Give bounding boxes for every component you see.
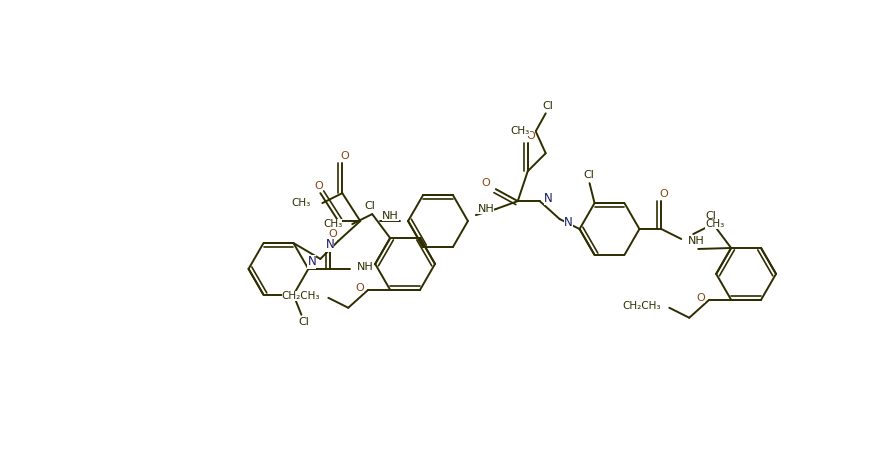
Text: O: O xyxy=(328,229,337,239)
Text: NH: NH xyxy=(688,236,705,246)
Text: CH₃: CH₃ xyxy=(291,198,310,208)
Text: O: O xyxy=(314,181,323,191)
Text: CH₂CH₃: CH₂CH₃ xyxy=(282,291,320,301)
Text: CH₃: CH₃ xyxy=(705,219,724,229)
Text: O: O xyxy=(355,283,364,293)
Text: N: N xyxy=(325,238,334,251)
Text: O: O xyxy=(340,151,349,161)
Text: O: O xyxy=(481,178,490,188)
Text: NH: NH xyxy=(477,204,495,214)
Text: N: N xyxy=(564,216,573,228)
Text: Cl: Cl xyxy=(542,101,553,111)
Text: NH: NH xyxy=(381,211,398,221)
Text: N: N xyxy=(544,192,553,205)
Text: CH₃: CH₃ xyxy=(510,126,530,136)
Text: Cl: Cl xyxy=(706,211,717,221)
Text: Cl: Cl xyxy=(583,170,594,180)
Text: CH₂CH₃: CH₂CH₃ xyxy=(623,301,661,311)
Text: N: N xyxy=(308,256,317,268)
Text: Cl: Cl xyxy=(365,201,375,211)
Text: O: O xyxy=(659,189,667,199)
Text: NH: NH xyxy=(357,262,374,272)
Text: Cl: Cl xyxy=(298,317,309,327)
Text: O: O xyxy=(526,131,535,141)
Text: CH₃: CH₃ xyxy=(323,219,342,229)
Text: O: O xyxy=(696,293,705,303)
